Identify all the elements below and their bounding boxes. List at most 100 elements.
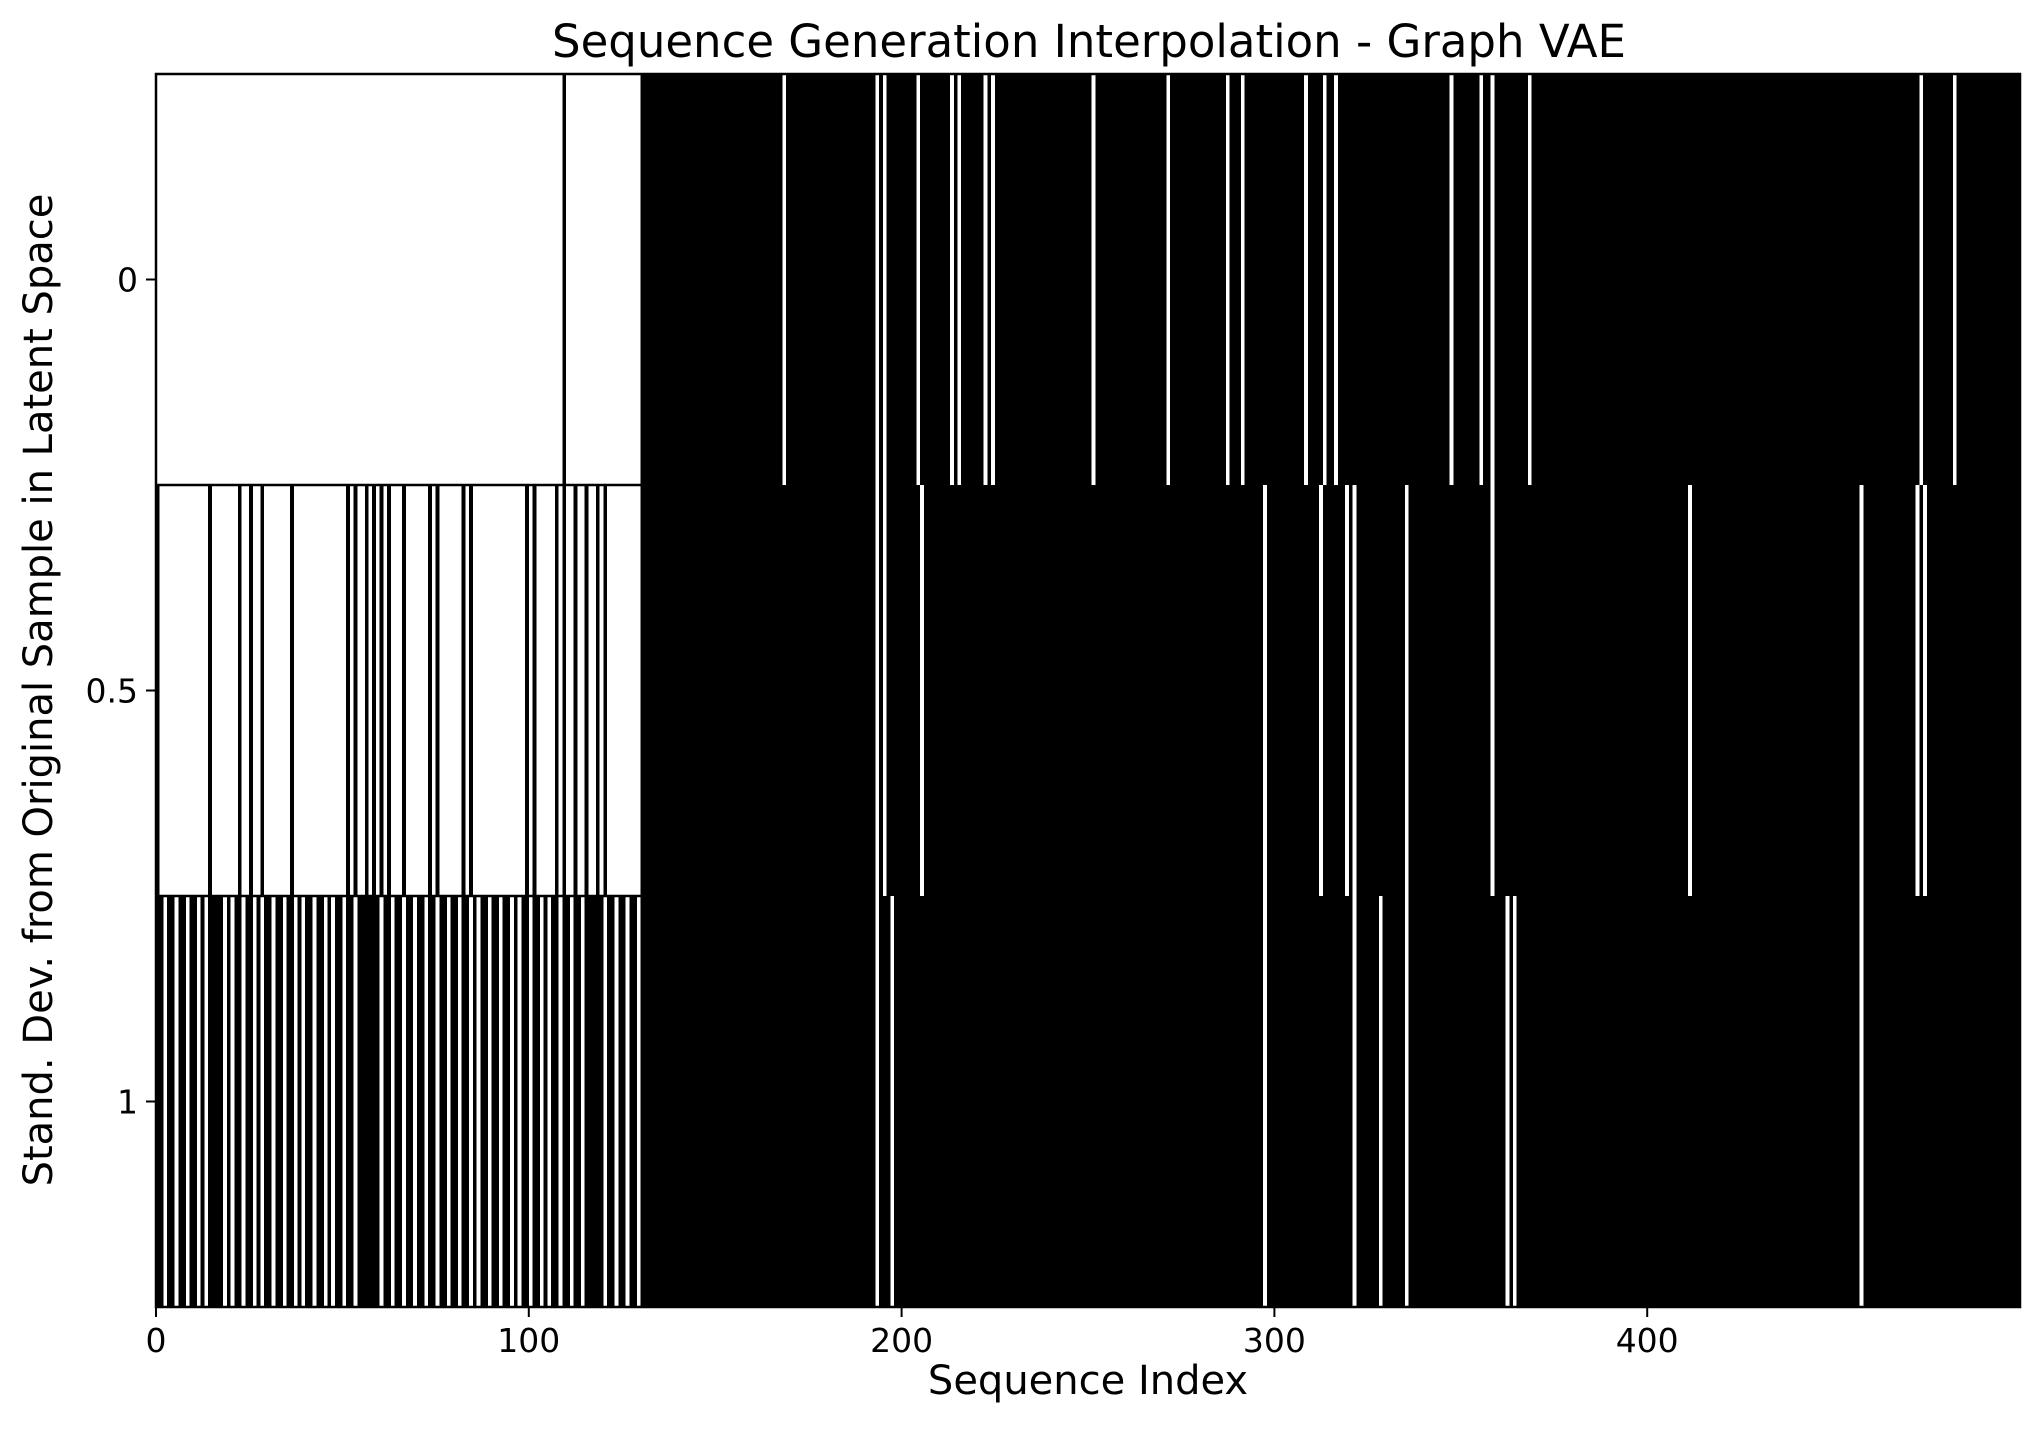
heatmap-cell xyxy=(1565,74,1570,485)
heatmap-cell xyxy=(1740,74,1745,485)
heatmap-cell xyxy=(1956,485,1961,896)
heatmap-cell xyxy=(1281,485,1286,896)
heatmap-cell xyxy=(331,896,336,1307)
heatmap-cell xyxy=(1494,74,1499,485)
heatmap-cell xyxy=(1580,74,1585,485)
heatmap-cell xyxy=(1658,74,1663,485)
heatmap-cell xyxy=(1800,485,1805,896)
heatmap-cell xyxy=(1289,896,1294,1307)
heatmap-cell xyxy=(1017,74,1022,485)
heatmap-cell xyxy=(629,896,634,1307)
heatmap-cell xyxy=(1114,896,1119,1307)
heatmap-cell xyxy=(927,74,932,485)
heatmap-cell xyxy=(513,74,518,485)
heatmap-cell xyxy=(1397,485,1402,896)
heatmap-cell xyxy=(950,896,955,1307)
heatmap-cell xyxy=(841,896,847,1307)
heatmap-cell xyxy=(1471,896,1477,1307)
heatmap-cell xyxy=(1475,485,1480,896)
heatmap-cell xyxy=(1993,485,1998,896)
heatmap-cell xyxy=(1677,485,1682,896)
heatmap-cell xyxy=(215,74,220,485)
heatmap-cell xyxy=(1412,74,1417,485)
heatmap-cell xyxy=(1527,896,1532,1307)
heatmap-cell xyxy=(409,485,414,896)
heatmap-cell xyxy=(1032,485,1037,896)
heatmap-cell xyxy=(666,896,671,1307)
heatmap-cell xyxy=(1792,896,1797,1307)
heatmap-cell xyxy=(1367,896,1372,1307)
heatmap-cell xyxy=(215,485,220,896)
heatmap-cell xyxy=(461,485,466,896)
heatmap-cell xyxy=(1960,896,1965,1307)
heatmap-cell xyxy=(1930,896,1935,1307)
heatmap-cell xyxy=(2008,896,2013,1307)
heatmap-cell xyxy=(2008,485,2013,896)
heatmap-cell xyxy=(1393,74,1398,485)
heatmap-cell xyxy=(1721,74,1726,485)
heatmap-cell xyxy=(1050,896,1055,1307)
heatmap-cell xyxy=(1445,485,1450,896)
heatmap-cell xyxy=(1184,485,1190,896)
heatmap-cell xyxy=(812,74,817,485)
heatmap-cell xyxy=(204,485,209,896)
heatmap-cell xyxy=(1475,74,1480,485)
heatmap-cell xyxy=(1822,74,1827,485)
heatmap-cell xyxy=(1401,74,1406,485)
heatmap-cell xyxy=(566,896,571,1307)
heatmap-cell xyxy=(804,485,809,896)
heatmap-cell xyxy=(1598,896,1603,1307)
heatmap-cell xyxy=(1546,896,1551,1307)
heatmap-cell xyxy=(1483,896,1488,1307)
heatmap-cell xyxy=(812,485,817,896)
heatmap-cell xyxy=(472,74,477,485)
heatmap-cell xyxy=(189,74,194,485)
heatmap-cell xyxy=(1747,485,1752,896)
heatmap-cell xyxy=(879,74,884,485)
heatmap-cell xyxy=(681,485,686,896)
heatmap-cell xyxy=(1971,74,1976,485)
heatmap-cell xyxy=(1013,896,1018,1307)
heatmap-cell xyxy=(1587,485,1592,896)
heatmap-cell xyxy=(249,485,254,896)
heatmap-cell xyxy=(1908,485,1913,896)
heatmap-cell xyxy=(786,485,791,896)
heatmap-cell xyxy=(1080,74,1085,485)
heatmap-cell xyxy=(1643,896,1648,1307)
heatmap-cell xyxy=(778,896,783,1307)
heatmap-cell xyxy=(1956,74,1961,485)
heatmap-cell xyxy=(1770,485,1775,896)
heatmap-cell xyxy=(1106,485,1111,896)
heatmap-cell xyxy=(1669,74,1674,485)
heatmap-cell xyxy=(1956,896,1961,1307)
heatmap-cell xyxy=(1606,74,1611,485)
heatmap-cell xyxy=(402,485,407,896)
heatmap-cell xyxy=(189,485,194,896)
heatmap-cell xyxy=(450,74,455,485)
heatmap-cell xyxy=(390,74,395,485)
heatmap-cell xyxy=(938,74,943,485)
heatmap-cell xyxy=(1557,896,1562,1307)
heatmap-cell xyxy=(279,485,284,896)
heatmap-cell xyxy=(279,74,284,485)
heatmap-cell xyxy=(1181,485,1186,896)
heatmap-cell xyxy=(704,485,709,896)
heatmap-cell xyxy=(871,896,876,1307)
heatmap-cell xyxy=(1613,485,1618,896)
heatmap-cell xyxy=(1926,896,1931,1307)
heatmap-cell xyxy=(1673,74,1678,485)
heatmap-cell xyxy=(1617,896,1622,1307)
heatmap-cell xyxy=(1535,485,1540,896)
heatmap-cell xyxy=(830,74,835,485)
heatmap-cell xyxy=(1304,485,1309,896)
heatmap-cell xyxy=(1046,74,1052,485)
heatmap-cell xyxy=(648,485,653,896)
heatmap-cell xyxy=(614,485,619,896)
heatmap-cell xyxy=(767,896,772,1307)
heatmap-cell xyxy=(1222,485,1227,896)
heatmap-cell xyxy=(938,896,943,1307)
heatmap-cell xyxy=(532,74,537,485)
heatmap-cell xyxy=(349,74,354,485)
heatmap-cell xyxy=(1401,485,1406,896)
heatmap-cell xyxy=(1639,896,1644,1307)
